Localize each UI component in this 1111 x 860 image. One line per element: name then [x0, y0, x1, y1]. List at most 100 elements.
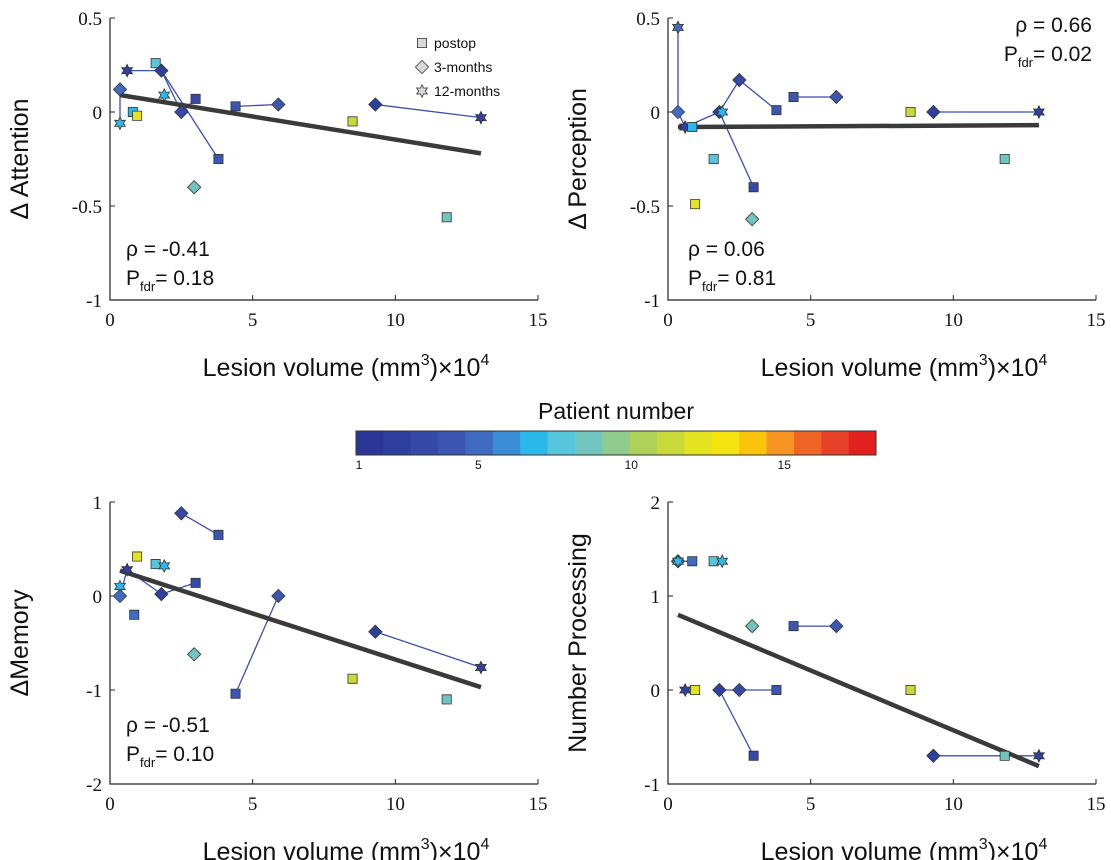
p-value-number: = 0.10: [155, 743, 214, 766]
rho-label: ρ = -0.51: [126, 714, 210, 737]
p-value-symbol: P: [1004, 43, 1018, 66]
data-point-square: [999, 154, 1010, 164]
colorbar-swatch: [492, 431, 521, 455]
data-point-square: [347, 673, 358, 684]
regression-line: [119, 568, 482, 690]
colorbar-frame: [355, 430, 877, 456]
y-tick-label: -0.5: [630, 197, 660, 218]
data-point-square: [190, 93, 201, 104]
patient-connection-line: [375, 103, 481, 119]
data-point-diamond: [187, 180, 202, 195]
data-point-diamond: [732, 682, 747, 698]
colorbar-swatch: [684, 431, 713, 455]
y-tick-label: 0.5: [636, 9, 660, 30]
colorbar-swatch: [848, 431, 877, 455]
x-tick-label: 5: [806, 310, 816, 331]
legend-marker-square: [417, 38, 427, 48]
data-point-diamond: [271, 97, 286, 112]
y-tick-label: 0: [93, 587, 103, 608]
data-point-diamond: [368, 97, 383, 112]
data-point-diamond: [712, 682, 727, 698]
patient-connection-line: [160, 70, 219, 160]
x-axis-title: Lesion volume (mm3)×104: [761, 836, 1048, 860]
data-point-diamond: [829, 89, 844, 105]
p-value-number: = 0.02: [1033, 43, 1092, 66]
data-point-square: [708, 556, 719, 567]
x-axis-title-superscript: 3: [421, 352, 430, 369]
data-point-star: [678, 682, 692, 698]
y-tick-label: -2: [86, 775, 102, 796]
y-tick-label: 0: [651, 681, 661, 702]
marker-legend: postop 3-months 12-months: [414, 35, 500, 99]
data-point-square: [690, 685, 701, 695]
x-axis-title: Lesion volume (mm3)×104: [203, 352, 490, 382]
data-point-diamond: [112, 588, 128, 604]
data-point-diamond: [745, 211, 760, 227]
data-point-star: [120, 562, 134, 577]
patient-connection-line: [180, 512, 219, 536]
data-point-square: [788, 91, 799, 102]
data-point-square: [441, 694, 452, 705]
data-point-square: [213, 154, 224, 164]
colorbar-swatch: [739, 431, 767, 455]
data-point-star: [671, 20, 685, 35]
data-point-star: [113, 116, 127, 131]
colorbar-swatch: [356, 431, 384, 455]
data-point-square: [771, 105, 782, 116]
colorbar-swatch: [793, 431, 822, 455]
x-tick-label: 0: [105, 310, 115, 331]
data-point-square: [150, 559, 161, 570]
legend-label: postop: [434, 35, 476, 51]
data-point-star: [474, 110, 488, 125]
data-point-square: [190, 577, 201, 588]
legend-marker-diamond: [414, 59, 430, 75]
p-value-subscript: fdr: [140, 279, 156, 294]
x-tick-label: 10: [944, 310, 963, 331]
colorbar-swatch: [602, 431, 631, 455]
colorbar-swatch: [520, 431, 548, 455]
y-axis-title: Δ Perception: [564, 88, 592, 230]
data-point-square: [132, 110, 143, 121]
data-point-square: [788, 621, 799, 632]
x-axis-title-exponent: 4: [1038, 836, 1047, 853]
x-tick-label: 0: [663, 310, 673, 331]
y-tick-label: -0.5: [72, 197, 102, 218]
colorbar-swatch: [766, 431, 795, 455]
data-point-diamond: [926, 748, 941, 763]
x-axis-title-exponent: 4: [480, 352, 489, 369]
p-value-symbol: P: [688, 267, 702, 290]
data-point-square: [441, 212, 452, 223]
y-axis-title: ΔMemory: [6, 589, 34, 696]
data-point-square: [230, 688, 241, 699]
data-point-square: [748, 182, 759, 193]
x-axis-title: Lesion volume (mm3)×104: [761, 352, 1048, 382]
data-point-diamond: [829, 618, 844, 634]
data-point-diamond: [926, 104, 941, 120]
patient-connection-line: [375, 631, 482, 669]
x-axis-title-main: Lesion volume (mm: [761, 838, 979, 860]
colorbar-swatch: [410, 431, 439, 455]
x-tick-label: 10: [944, 794, 963, 815]
data-point-star: [120, 63, 134, 78]
x-axis-title-exponent: 4: [480, 836, 489, 853]
y-tick-label: -1: [644, 291, 660, 312]
x-axis-title-scale: )×10: [430, 838, 481, 860]
data-point-square: [687, 556, 698, 567]
data-point-star: [474, 660, 488, 675]
regression-line: [677, 612, 1040, 769]
p-value-symbol: P: [126, 743, 140, 766]
data-point-square: [999, 750, 1010, 761]
p-value-number: = 0.18: [155, 267, 214, 290]
x-tick-label: 10: [386, 310, 405, 331]
rho-label: ρ = -0.41: [126, 238, 210, 261]
y-axis-title: Number Processing: [564, 533, 592, 753]
data-point-square: [905, 107, 916, 117]
data-point-square: [213, 529, 224, 540]
x-axis-title-main: Lesion volume (mm: [203, 838, 421, 860]
data-point-star: [716, 104, 729, 120]
axis-lines: [667, 502, 1096, 785]
patient-connection-line: [235, 103, 279, 108]
data-point-diamond: [670, 104, 686, 120]
colorbar-swatch: [657, 431, 685, 455]
x-axis-title-superscript: 3: [979, 836, 988, 853]
